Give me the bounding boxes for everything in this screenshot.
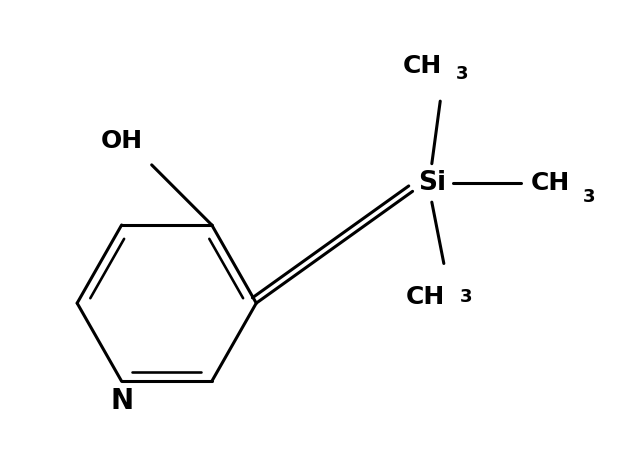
Text: Si: Si: [418, 170, 446, 196]
Text: CH: CH: [531, 171, 570, 195]
Text: CH: CH: [403, 55, 442, 78]
Text: 3: 3: [583, 188, 596, 207]
Text: N: N: [110, 387, 133, 415]
Text: CH: CH: [406, 285, 445, 309]
Text: OH: OH: [100, 129, 143, 153]
Text: 3: 3: [460, 287, 472, 305]
Text: 3: 3: [456, 65, 468, 83]
